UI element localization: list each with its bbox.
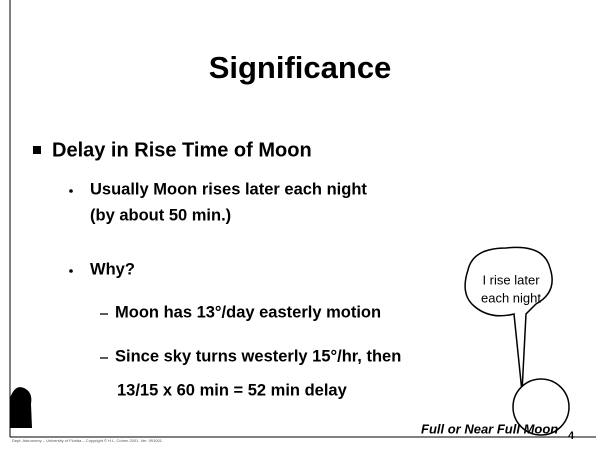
- dash-line: Since sky turns westerly 15°/hr, then: [115, 347, 401, 365]
- footer: Dept. Astronomy – University of Florida …: [12, 438, 163, 443]
- icon-blob: [10, 387, 32, 428]
- bullet-square: [33, 146, 41, 154]
- bullet-text: Delay in Rise Time of Moon: [52, 139, 312, 161]
- bubble-line: each night: [481, 290, 541, 305]
- sub-bullet-line: Usually Moon rises later each night: [90, 180, 367, 198]
- caption: Full or Near Full Moon: [421, 421, 558, 436]
- sub-bullet-line: Why?: [90, 260, 135, 278]
- title: Significance: [209, 50, 392, 85]
- sub-bullet-dot: [69, 189, 73, 193]
- speech-bubble: [465, 247, 552, 392]
- sub-bullet-dot: [69, 269, 73, 273]
- page: Significance Delay in Rise Time of Moon …: [0, 0, 596, 446]
- page-number: 4: [568, 430, 575, 442]
- sub-bullet-line: (by about 50 min.): [90, 206, 231, 224]
- bubble-line: I rise later: [482, 272, 540, 287]
- dash-line: 13/15 x 60 min = 52 min delay: [117, 381, 348, 399]
- dash-line: Moon has 13°/day easterly motion: [115, 303, 381, 321]
- slide: Significance Delay in Rise Time of Moon …: [0, 0, 596, 446]
